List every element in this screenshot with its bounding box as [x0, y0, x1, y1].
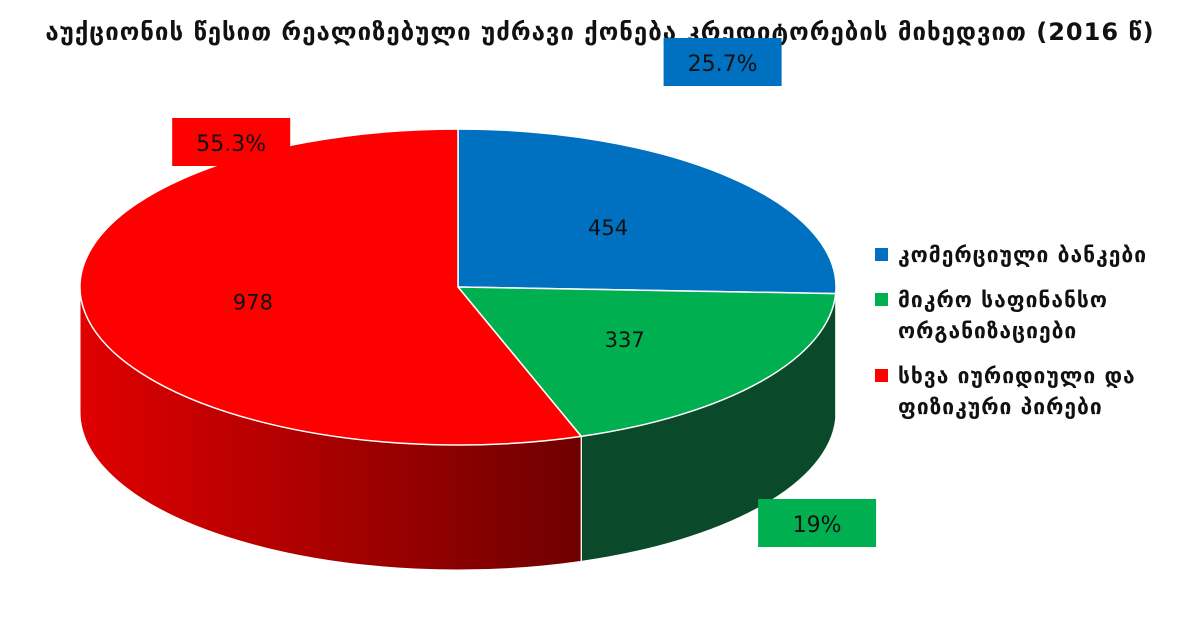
- legend: კომერციული ბანკები მიკრო საფინანსო ორგან…: [875, 240, 1195, 437]
- percent-label-1: 19%: [793, 513, 842, 538]
- percent-box-1: [758, 499, 877, 547]
- legend-label: მიკრო საფინანსო ორგანიზაციები: [898, 288, 1108, 343]
- percent-box-2: [172, 118, 291, 166]
- pie-slice-1: [456, 286, 837, 438]
- value-label-2: 978: [233, 290, 273, 314]
- percent-label-2: 55.3%: [196, 132, 266, 157]
- legend-item: კომერციული ბანკები: [875, 240, 1195, 271]
- pie-labels: 454 337 978 25.7% 19% 55.3%: [172, 38, 877, 547]
- legend-swatch: [875, 293, 888, 306]
- legend-swatch: [875, 369, 888, 382]
- legend-label: სხვა იურიდიული და ფიზიკური პირები: [898, 364, 1136, 419]
- value-label-1: 337: [605, 328, 645, 352]
- pie-slice-0: [457, 128, 837, 295]
- legend-item: სხვა იურიდიული და ფიზიკური პირები: [875, 361, 1195, 423]
- percent-box-0: [663, 38, 782, 86]
- pie-tops: [79, 128, 837, 446]
- legend-swatch: [875, 248, 888, 261]
- percent-label-0: 25.7%: [688, 52, 758, 77]
- chart-title: აუქციონის წესით რეალიზებული უძრავი ქონებ…: [45, 18, 1155, 46]
- legend-item: მიკრო საფინანსო ორგანიზაციები: [875, 285, 1195, 347]
- value-label-0: 454: [588, 216, 628, 240]
- legend-label: კომერციული ბანკები: [898, 243, 1148, 267]
